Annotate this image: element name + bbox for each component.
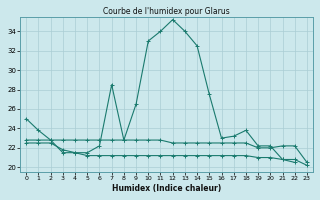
X-axis label: Humidex (Indice chaleur): Humidex (Indice chaleur) xyxy=(112,184,221,193)
Title: Courbe de l'humidex pour Glarus: Courbe de l'humidex pour Glarus xyxy=(103,7,230,16)
